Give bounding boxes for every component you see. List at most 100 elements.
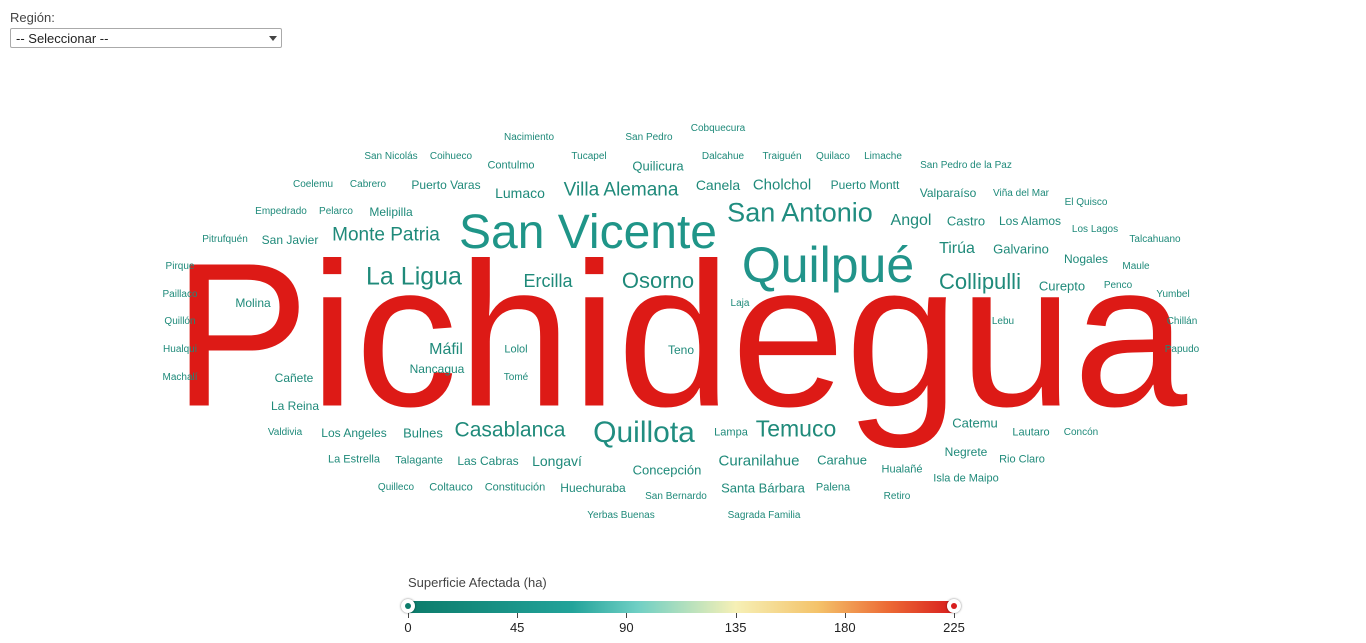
- word-cloud-term[interactable]: Puerto Varas: [411, 178, 481, 192]
- word-cloud-term[interactable]: Collipulli: [939, 269, 1021, 294]
- word-cloud-term[interactable]: Paillaco: [162, 289, 198, 300]
- word-cloud-term[interactable]: Machalí: [162, 372, 198, 383]
- word-cloud-term[interactable]: Galvarino: [993, 241, 1049, 257]
- word-cloud-term[interactable]: Ercilla: [523, 271, 573, 291]
- word-cloud-term[interactable]: Chillán: [1166, 316, 1198, 327]
- word-cloud-term[interactable]: Tucapel: [571, 151, 607, 162]
- word-cloud-term[interactable]: Coelemu: [292, 179, 334, 190]
- word-cloud-term[interactable]: Huechuraba: [560, 481, 626, 495]
- word-cloud-term[interactable]: Osorno: [621, 268, 695, 293]
- word-cloud-term[interactable]: Casablanca: [454, 418, 566, 442]
- word-cloud-term[interactable]: Lebu: [991, 316, 1015, 327]
- word-cloud-term[interactable]: Nacimiento: [503, 132, 555, 143]
- word-cloud-term[interactable]: Laja: [730, 298, 750, 309]
- word-cloud-term[interactable]: Lolol: [504, 343, 528, 356]
- word-cloud-term[interactable]: San Vicente: [459, 206, 717, 259]
- word-cloud-term[interactable]: Quilaco: [816, 151, 850, 162]
- word-cloud-term[interactable]: Papudo: [1164, 344, 1200, 355]
- word-cloud-term[interactable]: Palena: [815, 481, 851, 494]
- word-cloud-term[interactable]: Negrete: [944, 445, 988, 459]
- word-cloud-term[interactable]: San Antonio: [727, 197, 873, 228]
- word-cloud-term[interactable]: El Quisco: [1064, 197, 1108, 208]
- word-cloud-term[interactable]: Los Angeles: [321, 426, 387, 440]
- region-select[interactable]: -- Seleccionar --: [10, 28, 282, 48]
- word-cloud-term[interactable]: Coihueco: [429, 151, 473, 162]
- word-cloud-term[interactable]: Lumaco: [495, 185, 545, 201]
- word-cloud-term[interactable]: Longaví: [532, 453, 582, 469]
- word-cloud-term[interactable]: Molina: [235, 296, 271, 310]
- word-cloud-term[interactable]: Tomé: [503, 372, 529, 383]
- legend-min-handle[interactable]: [401, 599, 415, 613]
- word-cloud-term[interactable]: La Estrella: [328, 453, 380, 466]
- word-cloud-term[interactable]: Monte Patria: [332, 224, 440, 246]
- word-cloud-term[interactable]: Yerbas Buenas: [587, 510, 655, 521]
- word-cloud-term[interactable]: Talcahuano: [1129, 234, 1181, 245]
- word-cloud-term[interactable]: Hualqui: [163, 344, 197, 355]
- word-cloud-term[interactable]: Contulmo: [487, 159, 535, 172]
- word-cloud-term[interactable]: Yumbel: [1156, 289, 1190, 300]
- word-cloud-term[interactable]: Isla de Maipo: [933, 472, 999, 485]
- word-cloud-term[interactable]: Quilicura: [632, 158, 684, 174]
- word-cloud-term[interactable]: La Ligua: [366, 262, 462, 291]
- word-cloud-term[interactable]: Viña del Mar: [993, 188, 1049, 199]
- word-cloud-term[interactable]: Pirque: [165, 261, 195, 272]
- word-cloud-term[interactable]: Maule: [1122, 261, 1150, 272]
- word-cloud-term[interactable]: Pichidegua: [172, 220, 1188, 450]
- word-cloud-term[interactable]: Villa Alemana: [563, 179, 679, 201]
- word-cloud-term[interactable]: Teno: [667, 343, 695, 357]
- word-cloud-term[interactable]: Tirúa: [939, 240, 975, 257]
- word-cloud-term[interactable]: San Bernardo: [645, 491, 707, 502]
- word-cloud-term[interactable]: Nancagua: [409, 362, 465, 376]
- word-cloud-term[interactable]: Cabrero: [349, 179, 387, 190]
- word-cloud-term[interactable]: San Nicolás: [364, 151, 418, 162]
- word-cloud-term[interactable]: Catemu: [952, 415, 998, 431]
- word-cloud-term[interactable]: Cholchol: [752, 176, 812, 194]
- word-cloud-term[interactable]: Cañete: [274, 371, 314, 385]
- legend-max-handle[interactable]: [947, 599, 961, 613]
- word-cloud-term[interactable]: Quillón: [164, 316, 196, 327]
- word-cloud-term[interactable]: Retiro: [883, 491, 911, 502]
- word-cloud-term[interactable]: Rio Claro: [999, 453, 1045, 466]
- word-cloud-term[interactable]: Dalcahue: [701, 151, 745, 162]
- word-cloud-term[interactable]: Melipilla: [369, 205, 413, 219]
- word-cloud-term[interactable]: Hualañé: [881, 463, 923, 476]
- word-cloud-term[interactable]: Máfil: [429, 341, 463, 358]
- word-cloud-term[interactable]: Angol: [890, 212, 932, 229]
- word-cloud-term[interactable]: Quilpué: [741, 237, 915, 293]
- word-cloud-term[interactable]: Temuco: [755, 415, 837, 442]
- word-cloud-term[interactable]: San Pedro de la Paz: [920, 160, 1012, 171]
- word-cloud-term[interactable]: Traiguén: [762, 151, 802, 162]
- word-cloud-term[interactable]: Curanilahue: [718, 452, 800, 470]
- word-cloud-term[interactable]: Coltauco: [429, 481, 473, 494]
- word-cloud-term[interactable]: Pelarco: [319, 206, 353, 217]
- word-cloud-term[interactable]: Quillota: [593, 416, 695, 449]
- word-cloud-term[interactable]: Castro: [946, 213, 986, 229]
- word-cloud-term[interactable]: Sagrada Familia: [727, 510, 801, 521]
- word-cloud-term[interactable]: Valdivia: [267, 427, 303, 438]
- word-cloud-term[interactable]: San Javier: [261, 233, 319, 247]
- word-cloud-term[interactable]: Nogales: [1063, 252, 1109, 266]
- word-cloud-term[interactable]: Carahue: [817, 452, 867, 468]
- word-cloud-term[interactable]: La Reina: [270, 399, 320, 413]
- word-cloud-term[interactable]: Concepción: [632, 462, 702, 478]
- word-cloud-term[interactable]: Cobquecura: [690, 123, 746, 134]
- word-cloud-term[interactable]: San Pedro: [625, 132, 673, 143]
- word-cloud-term[interactable]: Penco: [1103, 280, 1133, 291]
- word-cloud-term[interactable]: Valparaíso: [919, 186, 977, 200]
- word-cloud-term[interactable]: Canela: [695, 177, 741, 193]
- word-cloud-term[interactable]: Quilleco: [377, 482, 415, 493]
- word-cloud-term[interactable]: Lampa: [714, 426, 748, 439]
- word-cloud-term[interactable]: Curepto: [1038, 278, 1086, 294]
- word-cloud-term[interactable]: Talagante: [395, 454, 443, 467]
- word-cloud-term[interactable]: Constitución: [484, 481, 546, 494]
- word-cloud-term[interactable]: Los Alamos: [998, 214, 1062, 228]
- word-cloud-term[interactable]: Santa Bárbara: [721, 480, 805, 496]
- word-cloud-term[interactable]: Los Lagos: [1071, 224, 1119, 235]
- word-cloud-term[interactable]: Pitrufquén: [202, 234, 248, 245]
- word-cloud-term[interactable]: Bulnes: [403, 425, 443, 441]
- word-cloud-term[interactable]: Puerto Montt: [830, 178, 900, 192]
- word-cloud-term[interactable]: Empedrado: [255, 206, 307, 217]
- word-cloud-term[interactable]: Limache: [864, 151, 902, 162]
- word-cloud-term[interactable]: Las Cabras: [457, 454, 519, 468]
- word-cloud-term[interactable]: Lautaro: [1012, 426, 1050, 439]
